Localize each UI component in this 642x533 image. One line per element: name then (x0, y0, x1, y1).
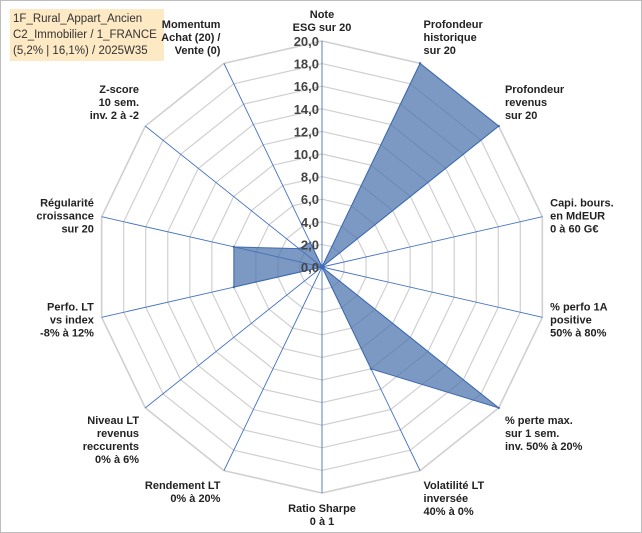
tick-label-3: 6,0 (301, 192, 319, 207)
tick-label-7: 14,0 (294, 102, 319, 117)
axis-spoke-9 (145, 266, 323, 409)
data-point-2 (497, 124, 500, 128)
axis-label-line: Momentum (162, 19, 221, 31)
axis-label-line: 0 à 60 G€ (550, 223, 598, 235)
data-point-1 (418, 62, 422, 65)
axis-label-10: Perfo. LT vs index -8% à 12% (40, 302, 95, 340)
axis-label-line: revenus (97, 428, 139, 440)
data-point-9 (320, 265, 324, 269)
axis-label-line: en MdEUR (550, 210, 605, 222)
axis-label-line: Vente (0) (175, 45, 221, 57)
axis-label-8: Rendement LT 0% à 20% (145, 480, 221, 505)
title-box: 1F_Rural_Appart_Ancien C2_Immobilier / 1… (10, 9, 164, 61)
axis-label-6: Volatilité LT inversée 40% à 0% (424, 480, 485, 518)
axis-label-3: Capi. bours. en MdEUR 0 à 60 G€ (550, 197, 614, 235)
axis-label-line: sur 20 (505, 110, 537, 122)
tick-label-10: 20,0 (294, 34, 319, 49)
axis-label-line: ESG sur 20 (293, 22, 352, 34)
data-point-13 (309, 241, 312, 244)
axis-label-7: Ratio Sharpe 0 à 1 (288, 503, 356, 528)
axis-label-line: Perfo. LT (47, 302, 94, 314)
axis-label-line: Z-score (99, 84, 139, 96)
title-line-3: (5,2% | 16,1%) / 2025W35 (13, 45, 148, 57)
data-point-12 (297, 247, 301, 250)
axis-label-line: -8% à 12% (40, 328, 94, 340)
data-point-10 (232, 285, 236, 289)
axis-label-line: inv. 50% à 20% (505, 441, 583, 453)
axis-label-line: Rendement LT (145, 480, 221, 492)
axis-label-line: reccurents (83, 441, 139, 453)
axis-spoke-12 (145, 125, 323, 268)
axis-label-line: inversée (424, 493, 469, 505)
axis-label-line: sur 20 (61, 223, 93, 235)
tick-label-0: 0,0 (301, 260, 319, 275)
tick-label-2: 4,0 (301, 215, 319, 230)
axis-label-line: Note (310, 9, 334, 21)
axis-label-line: revenus (505, 97, 547, 109)
axis-label-line: historique (424, 32, 477, 44)
data-point-5 (497, 406, 500, 410)
series-area (233, 62, 500, 409)
axis-label-line: 0% à 6% (95, 454, 139, 466)
axis-label-line: 50% à 80% (550, 328, 606, 340)
axis-label-line: 40% à 0% (424, 506, 474, 518)
tick-label-8: 16,0 (294, 79, 319, 94)
axis-label-9: Niveau LT revenus reccurents 0% à 6% (83, 415, 140, 466)
axis-label-5: % perte max. sur 1 sem. inv. 50% à 20% (505, 415, 583, 453)
axis-label-line: vs index (50, 315, 95, 327)
axis-label-line: sur 20 (424, 45, 456, 57)
axis-label-line: % perte max. (505, 415, 573, 427)
axis-label-line: Achat (20) / (161, 32, 220, 44)
axis-label-line: Profondeur (505, 84, 565, 96)
axis-label-12: Z-score 10 sem. inv. 2 à -2 (90, 84, 139, 122)
axis-label-line: Régularité (40, 197, 94, 209)
axis-spoke-13 (223, 63, 323, 268)
axis-label-4: % perfo 1A positive 50% à 80% (550, 302, 608, 340)
tick-label-9: 18,0 (294, 57, 319, 72)
axis-spoke-3 (321, 216, 543, 268)
axis-label-line: Volatilité LT (424, 480, 485, 492)
axis-label-line: 10 sem. (99, 97, 139, 109)
axis-label-line: Profondeur (424, 19, 484, 31)
tick-label-4: 8,0 (301, 170, 319, 185)
title-line-1: 1F_Rural_Appart_Ancien (13, 13, 143, 25)
axis-label-line: 0 à 1 (310, 516, 334, 528)
title-line-2: C2_Immobilier / 1_FRANCE (13, 29, 157, 41)
tick-label-1: 2,0 (301, 237, 319, 252)
axis-label-line: Ratio Sharpe (288, 503, 356, 515)
axis-spoke-4 (321, 266, 543, 318)
axis-label-line: Niveau LT (87, 415, 139, 427)
axis-spoke-8 (223, 266, 323, 471)
axis-label-13: Momentum Achat (20) / Vente (0) (161, 19, 221, 57)
axis-label-line: positive (550, 315, 592, 327)
tick-label-5: 10,0 (294, 147, 319, 162)
axis-label-line: Capi. bours. (550, 197, 614, 209)
tick-label-6: 12,0 (294, 124, 319, 139)
axis-label-line: sur 1 sem. (505, 428, 559, 440)
data-point-6 (369, 367, 373, 371)
axis-label-2: Profondeur revenus sur 20 (505, 84, 565, 122)
axis-label-line: inv. 2 à -2 (90, 110, 139, 122)
axis-label-0: Note ESG sur 20 (293, 9, 352, 34)
data-point-11 (232, 245, 236, 249)
axis-label-line: croissance (36, 210, 93, 222)
axis-label-line: % perfo 1A (550, 302, 608, 314)
axis-label-11: Régularité croissance sur 20 (36, 197, 93, 235)
axis-label-1: Profondeur historique sur 20 (424, 19, 484, 57)
axis-label-line: 0% à 20% (170, 493, 220, 505)
